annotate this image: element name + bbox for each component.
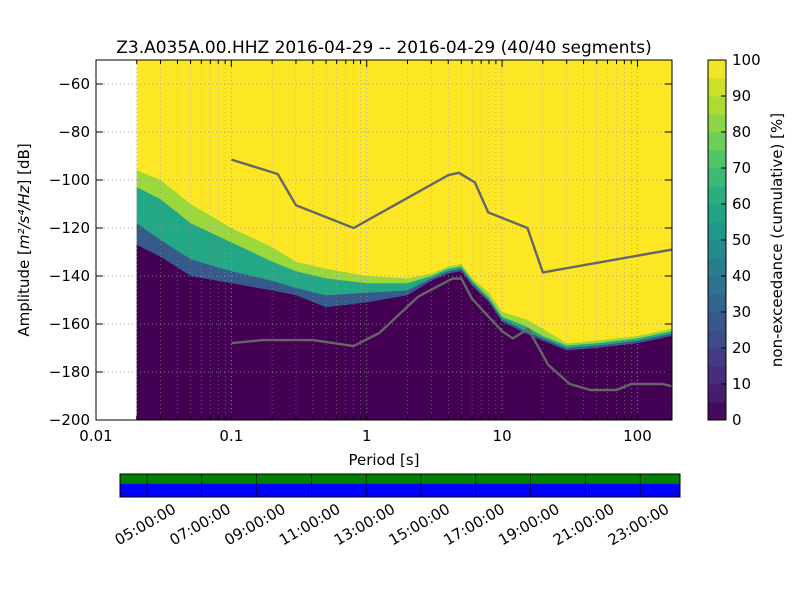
y-tick-label: −80 [58, 123, 90, 141]
colorbar-tick-label: 80 [732, 123, 751, 141]
colorbar-tick-label: 40 [732, 267, 751, 285]
colorbar-tick-label: 90 [732, 87, 751, 105]
x-axis-label: Period [s] [348, 451, 419, 469]
colorbar-segment [708, 240, 726, 259]
x-axis-ticks: 0.01 0.1 1 10 100 [79, 60, 652, 445]
time-tick-label: 21:00:00 [550, 500, 617, 549]
chart-title: Z3.A035A.00.HHZ 2016-04-29 -- 2016-04-29… [116, 38, 651, 58]
plot-frame [95, 59, 673, 421]
colorbar-segment [708, 348, 726, 367]
colorbar [708, 60, 726, 421]
availability-frame [119, 473, 681, 498]
colorbar-tick-label: 20 [732, 339, 751, 357]
colorbar-tick-label: 10 [732, 375, 751, 393]
y-tick-label: −180 [49, 363, 90, 381]
y-tick-label: −100 [49, 171, 90, 189]
x-tick-label: 100 [623, 427, 652, 445]
y-axis-ticks: −60 −80 −100 −120 −140 −160 −180 −200 [49, 75, 672, 429]
y-axis-label-suffix: ] [dB] [15, 143, 33, 185]
y-tick-label: −60 [58, 75, 90, 93]
time-tick-label: 15:00:00 [386, 500, 453, 549]
data-availability-bar [119, 473, 681, 498]
x-tick-label: 10 [493, 427, 512, 445]
time-tick-label: 23:00:00 [605, 500, 672, 549]
colorbar-segment [708, 132, 726, 151]
time-tick-label: 19:00:00 [495, 500, 562, 549]
noise-model-curves [231, 158, 672, 392]
colorbar-segment [708, 150, 726, 169]
colorbar-segment [708, 114, 726, 133]
x-tick-label: 0.1 [219, 427, 243, 445]
colorbar-segment [708, 96, 726, 115]
time-tick-label: 09:00:00 [221, 500, 288, 549]
availability-bottom-band [120, 484, 680, 497]
y-tick-label: −200 [49, 411, 90, 429]
time-tick-label: 05:00:00 [112, 500, 179, 549]
colorbar-tick-label: 30 [732, 303, 751, 321]
heatmap-layer-0 [136, 244, 672, 420]
colorbar-label: non-exceedance (cumulative) [%] [768, 113, 786, 367]
time-tick-label: 17:00:00 [440, 500, 507, 549]
colorbar-tick-label: 50 [732, 231, 751, 249]
high-noise-model-curve [231, 158, 672, 274]
availability-top-band [120, 474, 680, 484]
colorbar-segment [708, 258, 726, 277]
y-axis-label: Amplitude [m²/s⁴/Hz] [dB] [15, 143, 33, 336]
ppsd-heatmap [136, 60, 672, 420]
colorbar-segment [708, 222, 726, 241]
colorbar-ticks: 0 10 20 30 40 50 60 70 80 90 100 [721, 51, 761, 429]
colorbar-segment [708, 330, 726, 349]
colorbar-tick-label: 100 [732, 51, 761, 69]
colorbar-segment [708, 276, 726, 295]
colorbar-segment [708, 366, 726, 385]
colorbar-segment [708, 204, 726, 223]
y-tick-label: −140 [49, 267, 90, 285]
colorbar-segment [708, 60, 726, 79]
colorbar-segment [708, 78, 726, 97]
y-axis-label-units: m²/s⁴/Hz [15, 184, 33, 249]
y-tick-label: −120 [49, 219, 90, 237]
grid-lines [96, 60, 672, 420]
time-tick-label: 13:00:00 [331, 500, 398, 549]
colorbar-segment [708, 384, 726, 403]
colorbar-tick-label: 0 [732, 411, 742, 429]
y-tick-label: −160 [49, 315, 90, 333]
colorbar-tick-label: 70 [732, 159, 751, 177]
y-axis-label-prefix: Amplitude [ [15, 249, 33, 337]
low-noise-model-curve [231, 277, 672, 392]
colorbar-segment [708, 312, 726, 331]
x-tick-label: 1 [362, 427, 372, 445]
colorbar-segment [708, 402, 726, 421]
time-tick-label: 07:00:00 [166, 500, 233, 549]
time-tick-label: 11:00:00 [276, 500, 343, 549]
colorbar-tick-label: 60 [732, 195, 751, 213]
colorbar-segment [708, 168, 726, 187]
x-tick-label: 0.01 [79, 427, 112, 445]
colorbar-segment [708, 186, 726, 205]
colorbar-segment [708, 294, 726, 313]
